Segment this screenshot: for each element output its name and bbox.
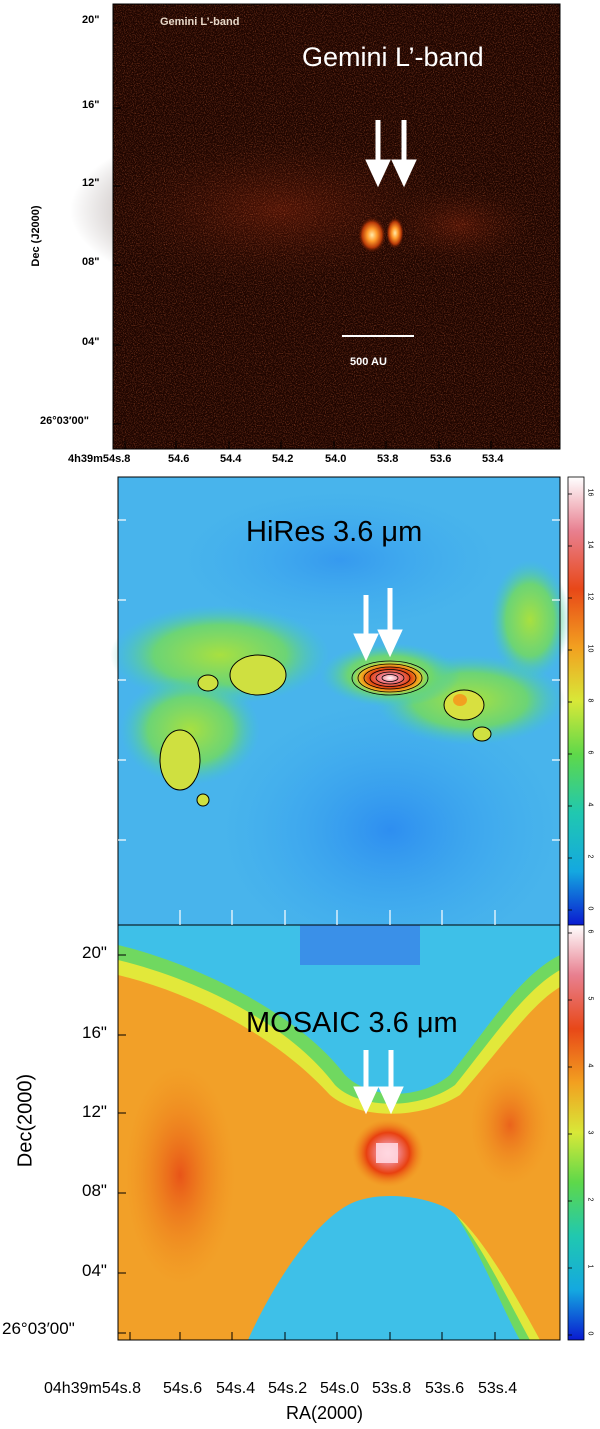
mosaic-ylabel: Dec(2000) — [14, 1073, 37, 1168]
colorbar-tick: 12 — [586, 592, 594, 601]
hires-panel: HiRes 3.6 μm 0 2 4 6 8 10 12 14 16 — [0, 470, 600, 925]
gemini-panel: Gemini L’-band Gemini L’-band 500 AU Dec… — [0, 0, 600, 470]
colorbar-tick: 16 — [586, 488, 594, 497]
colorbar-tick: 5 — [586, 996, 594, 1001]
arrow-icon — [365, 120, 417, 188]
dec-tick: 16" — [82, 1023, 107, 1042]
arrow-icon — [353, 588, 403, 662]
colorbar-tick: 3 — [586, 1130, 594, 1135]
dec-tick: 08" — [82, 1181, 107, 1200]
source-blob-east — [358, 217, 386, 253]
ra-tick: 53s.8 — [372, 1380, 412, 1397]
arrow-icon — [353, 1050, 404, 1115]
ra-tick: 54.6 — [168, 453, 190, 465]
ra-tick: 53.8 — [377, 453, 399, 465]
ra-tick: 54s.4 — [216, 1380, 256, 1397]
gemini-small-title: Gemini L’-band — [160, 16, 240, 28]
dec-tick: 26°03′00" — [40, 415, 89, 427]
dec-tick: 08" — [82, 256, 100, 268]
ra-tick: 54s.0 — [320, 1380, 360, 1397]
ra-tick: 54s.2 — [268, 1380, 308, 1397]
central-source — [353, 661, 427, 695]
ra-tick: 53.6 — [430, 453, 452, 465]
colorbar-tick: 6 — [586, 750, 594, 755]
dec-tick: 04" — [82, 336, 100, 348]
source-blob-west — [386, 217, 404, 249]
dec-tick: 26°03′00" — [2, 1319, 75, 1338]
ra-tick: 53s.4 — [478, 1380, 518, 1397]
ra-tick: 54.0 — [325, 453, 347, 465]
scale-bar-label: 500 AU — [350, 356, 387, 368]
colorbar-tick: 4 — [586, 802, 594, 807]
mosaic-title: MOSAIC 3.6 μm — [246, 1007, 458, 1039]
ra-tick: 4h39m54s.8 — [68, 453, 131, 465]
colorbar-tick: 0 — [586, 906, 594, 911]
dec-tick: 12" — [82, 1102, 107, 1121]
dec-tick: 16" — [82, 99, 100, 111]
colorbar-tick: 2 — [586, 854, 594, 859]
hires-colorbar — [567, 476, 585, 925]
hires-figure — [110, 476, 585, 925]
ra-tick: 53s.6 — [425, 1380, 465, 1397]
colorbar-tick: 2 — [586, 1197, 594, 1202]
colorbar-tick: 1 — [586, 1264, 594, 1269]
mosaic-colorbar — [567, 925, 585, 1341]
gemini-ylabel: Dec (J2000) — [30, 205, 42, 267]
colorbar-tick: 8 — [586, 698, 594, 703]
ra-tick: 54s.6 — [163, 1380, 203, 1397]
dec-tick: 12" — [82, 177, 100, 189]
mosaic-figure — [117, 925, 585, 1341]
dec-tick: 04" — [82, 1261, 107, 1280]
colorbar-tick: 10 — [586, 644, 594, 653]
ra-tick: 54.4 — [220, 453, 242, 465]
ra-tick: 53.4 — [482, 453, 504, 465]
colorbar-tick: 14 — [586, 540, 594, 549]
gemini-figure — [70, 3, 561, 450]
dec-tick: 20" — [82, 14, 100, 26]
colorbar-tick: 4 — [586, 1063, 594, 1068]
gemini-title: Gemini L’-band — [302, 42, 484, 72]
ra-tick: 04h39m54s.8 — [44, 1380, 141, 1397]
mosaic-panel: MOSAIC 3.6 μm Dec(2000) RA(2000) 20" 16"… — [0, 925, 600, 1429]
contour — [229, 654, 287, 696]
ra-tick: 54.2 — [272, 453, 294, 465]
dec-tick: 20" — [82, 943, 107, 962]
colorbar-tick: 0 — [586, 1331, 594, 1336]
colorbar-tick: 6 — [586, 929, 594, 934]
mosaic-xlabel: RA(2000) — [286, 1403, 364, 1423]
hires-title: HiRes 3.6 μm — [246, 516, 423, 548]
